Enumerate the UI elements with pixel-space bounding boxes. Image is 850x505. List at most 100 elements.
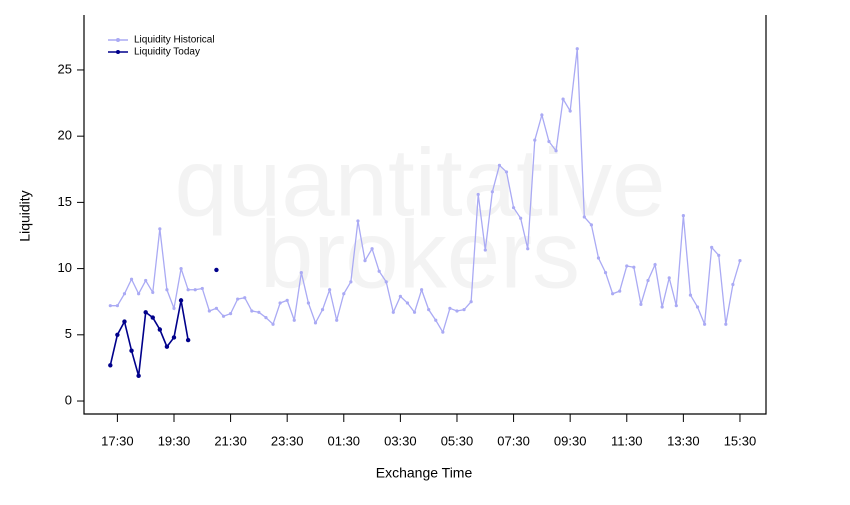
point [639, 302, 643, 306]
point [618, 289, 622, 293]
point [710, 245, 714, 250]
point [391, 310, 395, 314]
point [632, 265, 636, 269]
line [109, 300, 189, 377]
x-tick-label: 13:30 [667, 433, 700, 448]
x-tick-label: 19:30 [158, 433, 191, 448]
point [575, 47, 579, 51]
y-tick-label: 0 [65, 392, 72, 407]
point [164, 344, 170, 349]
y-tick-label: 20 [58, 128, 72, 143]
y-tick-label: 10 [58, 260, 72, 275]
point [611, 292, 615, 296]
point [278, 301, 282, 305]
point [129, 348, 134, 353]
point [271, 322, 275, 326]
point [483, 248, 487, 252]
point [178, 298, 184, 303]
point [200, 286, 204, 291]
point [185, 337, 191, 343]
point [667, 276, 671, 280]
point [158, 227, 162, 231]
point [412, 310, 417, 314]
point [561, 97, 565, 101]
y-tick-label: 5 [65, 326, 72, 341]
point [165, 288, 169, 292]
point [151, 290, 155, 295]
plot-frame [83, 15, 767, 415]
point [228, 312, 233, 316]
point [214, 267, 219, 273]
point [625, 264, 629, 268]
x-tick-label: 01:30 [328, 433, 361, 448]
point [702, 322, 707, 326]
point [122, 292, 127, 296]
point [370, 247, 374, 251]
legend-label: Liquidity Historical [134, 35, 215, 46]
point [469, 300, 473, 304]
point [455, 309, 459, 313]
point [674, 304, 678, 308]
x-tick-label: 09:30 [554, 433, 587, 448]
x-tick-label: 03:30 [384, 433, 417, 448]
legend-marker [116, 38, 120, 42]
point [660, 305, 664, 309]
point [136, 373, 141, 379]
point [448, 306, 452, 310]
point [349, 280, 353, 284]
point [129, 277, 134, 281]
legend-marker [116, 50, 120, 54]
point [356, 219, 360, 223]
point [688, 293, 693, 297]
watermark: quantitative [174, 129, 665, 236]
x-tick-label: 17:30 [101, 433, 134, 448]
x-tick-label: 11:30 [611, 433, 643, 448]
point [434, 318, 438, 322]
point [568, 109, 572, 113]
x-tick-label: 07:30 [497, 433, 530, 448]
point [554, 149, 558, 153]
point [115, 304, 119, 308]
point [603, 270, 608, 275]
point [257, 310, 261, 314]
point [320, 308, 325, 312]
x-tick-label: 23:30 [271, 433, 304, 448]
point [462, 308, 466, 312]
point [653, 263, 657, 267]
point [299, 270, 303, 275]
y-tick-label: 15 [58, 194, 72, 209]
y-tick-label: 25 [58, 61, 72, 76]
point [108, 363, 113, 368]
point [328, 288, 332, 292]
point [398, 294, 402, 299]
point [335, 318, 339, 322]
point [596, 256, 601, 260]
point [738, 259, 742, 263]
point [547, 139, 551, 144]
point [186, 288, 190, 292]
point [540, 113, 544, 117]
point [292, 318, 296, 322]
point [533, 138, 537, 142]
point [646, 278, 650, 283]
point [511, 206, 516, 210]
point [681, 214, 685, 218]
point [519, 216, 523, 220]
point [179, 266, 183, 271]
point [731, 282, 735, 287]
point [306, 301, 311, 305]
point [476, 192, 480, 197]
point [207, 309, 211, 313]
point [441, 330, 445, 334]
point [363, 259, 367, 263]
x-tick-label: 05:30 [441, 433, 474, 448]
y-axis-label: Liquidity [17, 190, 33, 241]
legend-label: Liquidity Today [134, 47, 200, 58]
point [137, 292, 141, 296]
point [717, 253, 721, 257]
point [108, 304, 112, 308]
watermark: brokers [260, 201, 580, 308]
point [313, 321, 318, 325]
point [115, 332, 120, 338]
point [490, 190, 494, 194]
